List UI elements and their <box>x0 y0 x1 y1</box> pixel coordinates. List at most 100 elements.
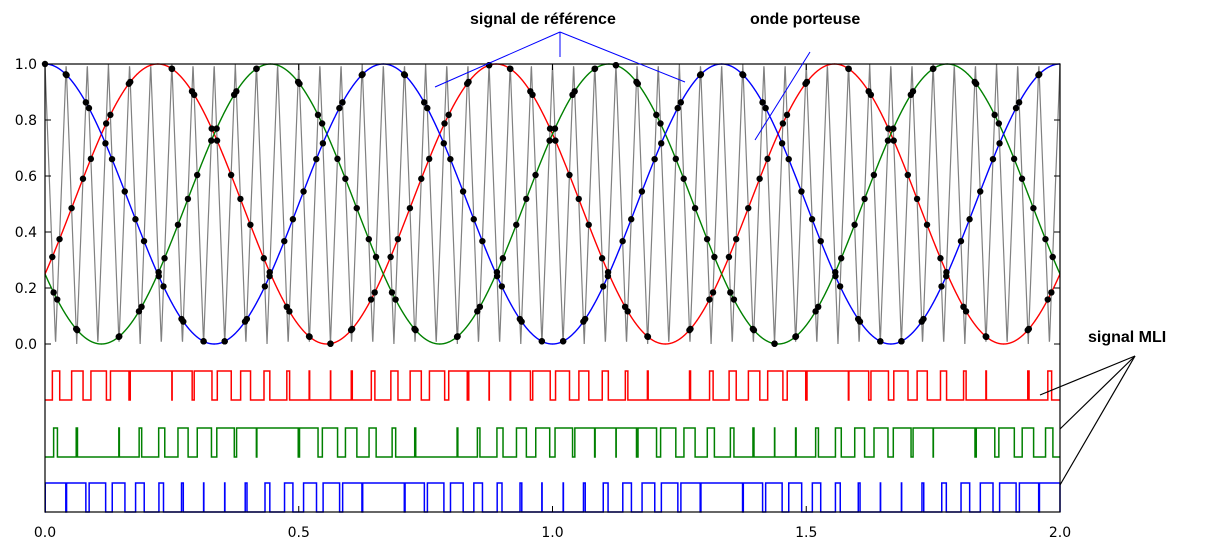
intersection-marker-1 <box>890 125 897 132</box>
plot-layer <box>41 60 1061 347</box>
intersection-marker-1 <box>523 195 530 203</box>
intersection-marker-2 <box>628 216 635 223</box>
intersection-marker-1 <box>711 253 718 261</box>
intersection-marker-0 <box>546 125 554 132</box>
intersection-marker-1 <box>174 221 182 228</box>
intersection-marker-1 <box>1010 155 1018 163</box>
intersection-marker-2 <box>619 237 626 245</box>
pointer-reference-line-1 <box>434 31 561 88</box>
intersection-marker-0 <box>709 289 717 296</box>
intersection-marker-0 <box>566 171 573 179</box>
intersection-marker-0 <box>890 137 897 144</box>
intersection-marker-2 <box>808 216 816 223</box>
intersection-marker-2 <box>479 237 486 245</box>
intersection-marker-1 <box>54 296 61 303</box>
intersection-marker-1 <box>184 195 192 203</box>
intersection-marker-1 <box>138 303 145 311</box>
intersection-marker-1 <box>591 65 599 72</box>
intersection-marker-1 <box>412 326 419 334</box>
intersection-marker-2 <box>559 338 567 345</box>
intersection-marker-2 <box>957 237 965 245</box>
intersection-marker-0 <box>779 120 787 127</box>
intersection-marker-0 <box>327 340 334 347</box>
annotation-layer: signal de référence onde porteuse signal M… <box>434 11 1166 486</box>
intersection-marker-0 <box>213 137 221 144</box>
intersection-marker-0 <box>102 120 110 127</box>
intersection-marker-2 <box>832 272 839 280</box>
intersection-marker-2 <box>599 283 607 290</box>
intersection-marker-0 <box>190 91 198 99</box>
intersection-marker-0 <box>962 308 970 315</box>
intersection-marker-1 <box>513 221 520 228</box>
intersection-marker-2 <box>740 71 747 79</box>
intersection-marker-0 <box>552 137 559 144</box>
intersection-marker-0 <box>1048 289 1055 296</box>
intersection-marker-1 <box>353 204 360 212</box>
intersection-marker-0 <box>49 253 56 261</box>
intersection-marker-2 <box>447 155 454 163</box>
intersection-marker-1 <box>930 65 937 72</box>
reference-signal-1 <box>44 63 1061 345</box>
intersection-marker-2 <box>132 216 139 223</box>
intersection-marker-2 <box>920 315 927 323</box>
carrier-wave-line <box>44 63 1061 345</box>
intersection-marker-2 <box>898 338 905 345</box>
intersection-marker-0 <box>507 65 514 73</box>
intersection-marker-0 <box>1044 296 1051 303</box>
intersection-marker-1 <box>680 175 687 182</box>
y-tick-label: 0.6 <box>15 169 37 185</box>
intersection-marker-2 <box>200 338 207 345</box>
intersection-marker-2 <box>785 155 792 163</box>
intersection-marker-0 <box>803 78 811 86</box>
intersection-marker-0 <box>1025 325 1033 333</box>
intersection-marker-0 <box>904 171 911 179</box>
intersection-marker-0 <box>387 253 394 261</box>
intersection-marker-2 <box>638 188 646 195</box>
intersection-marker-2 <box>300 188 307 195</box>
intersection-marker-1 <box>116 333 123 340</box>
intersection-marker-0 <box>227 171 235 179</box>
intersection-marker-0 <box>733 235 740 243</box>
intersection-marker-1 <box>691 204 699 212</box>
intersection-marker-0 <box>247 221 254 228</box>
intersection-marker-2 <box>180 318 187 325</box>
intersection-marker-2 <box>440 140 447 147</box>
intersection-marker-2 <box>498 283 506 290</box>
intersection-marker-2 <box>581 315 589 323</box>
intersection-marker-0 <box>441 120 448 127</box>
intersection-marker-0 <box>885 125 892 132</box>
pointer-reference-line-3 <box>559 31 686 83</box>
intersection-marker-0 <box>107 111 114 119</box>
intersection-marker-2 <box>319 140 327 147</box>
intersection-marker-1 <box>392 296 399 303</box>
intersection-marker-2 <box>778 140 786 147</box>
intersection-marker-2 <box>677 99 685 106</box>
intersection-marker-2 <box>243 315 251 323</box>
intersection-marker-2 <box>938 283 945 290</box>
intersection-marker-2 <box>817 237 824 245</box>
intersection-marker-2 <box>470 216 477 223</box>
pointer-pwm-line-1 <box>1039 355 1136 396</box>
intersection-marker-1 <box>233 88 240 95</box>
intersection-marker-0 <box>56 235 63 243</box>
intersection-marker-2 <box>82 99 90 106</box>
intersection-marker-1 <box>571 88 578 95</box>
intersection-marker-1 <box>861 195 868 203</box>
intersection-marker-0 <box>529 91 536 99</box>
intersection-marker-1 <box>815 303 822 311</box>
intersection-marker-1 <box>838 255 845 262</box>
intersection-marker-2 <box>221 338 228 345</box>
intersection-marker-0 <box>68 204 75 212</box>
intersection-marker-2 <box>966 216 973 223</box>
intersection-marker-2 <box>160 283 167 290</box>
intersection-marker-1 <box>851 221 858 228</box>
intersection-marker-1 <box>476 303 484 311</box>
intersection-marker-2 <box>459 188 467 195</box>
intersection-marker-1 <box>1030 204 1037 212</box>
intersection-marker-0 <box>445 111 452 119</box>
intersection-marker-0 <box>923 221 931 228</box>
intersection-marker-2 <box>762 104 769 112</box>
pointer-pwm-line-2 <box>1059 355 1136 430</box>
intersection-marker-0 <box>867 91 875 99</box>
y-tick-label: 0.8 <box>15 113 37 129</box>
